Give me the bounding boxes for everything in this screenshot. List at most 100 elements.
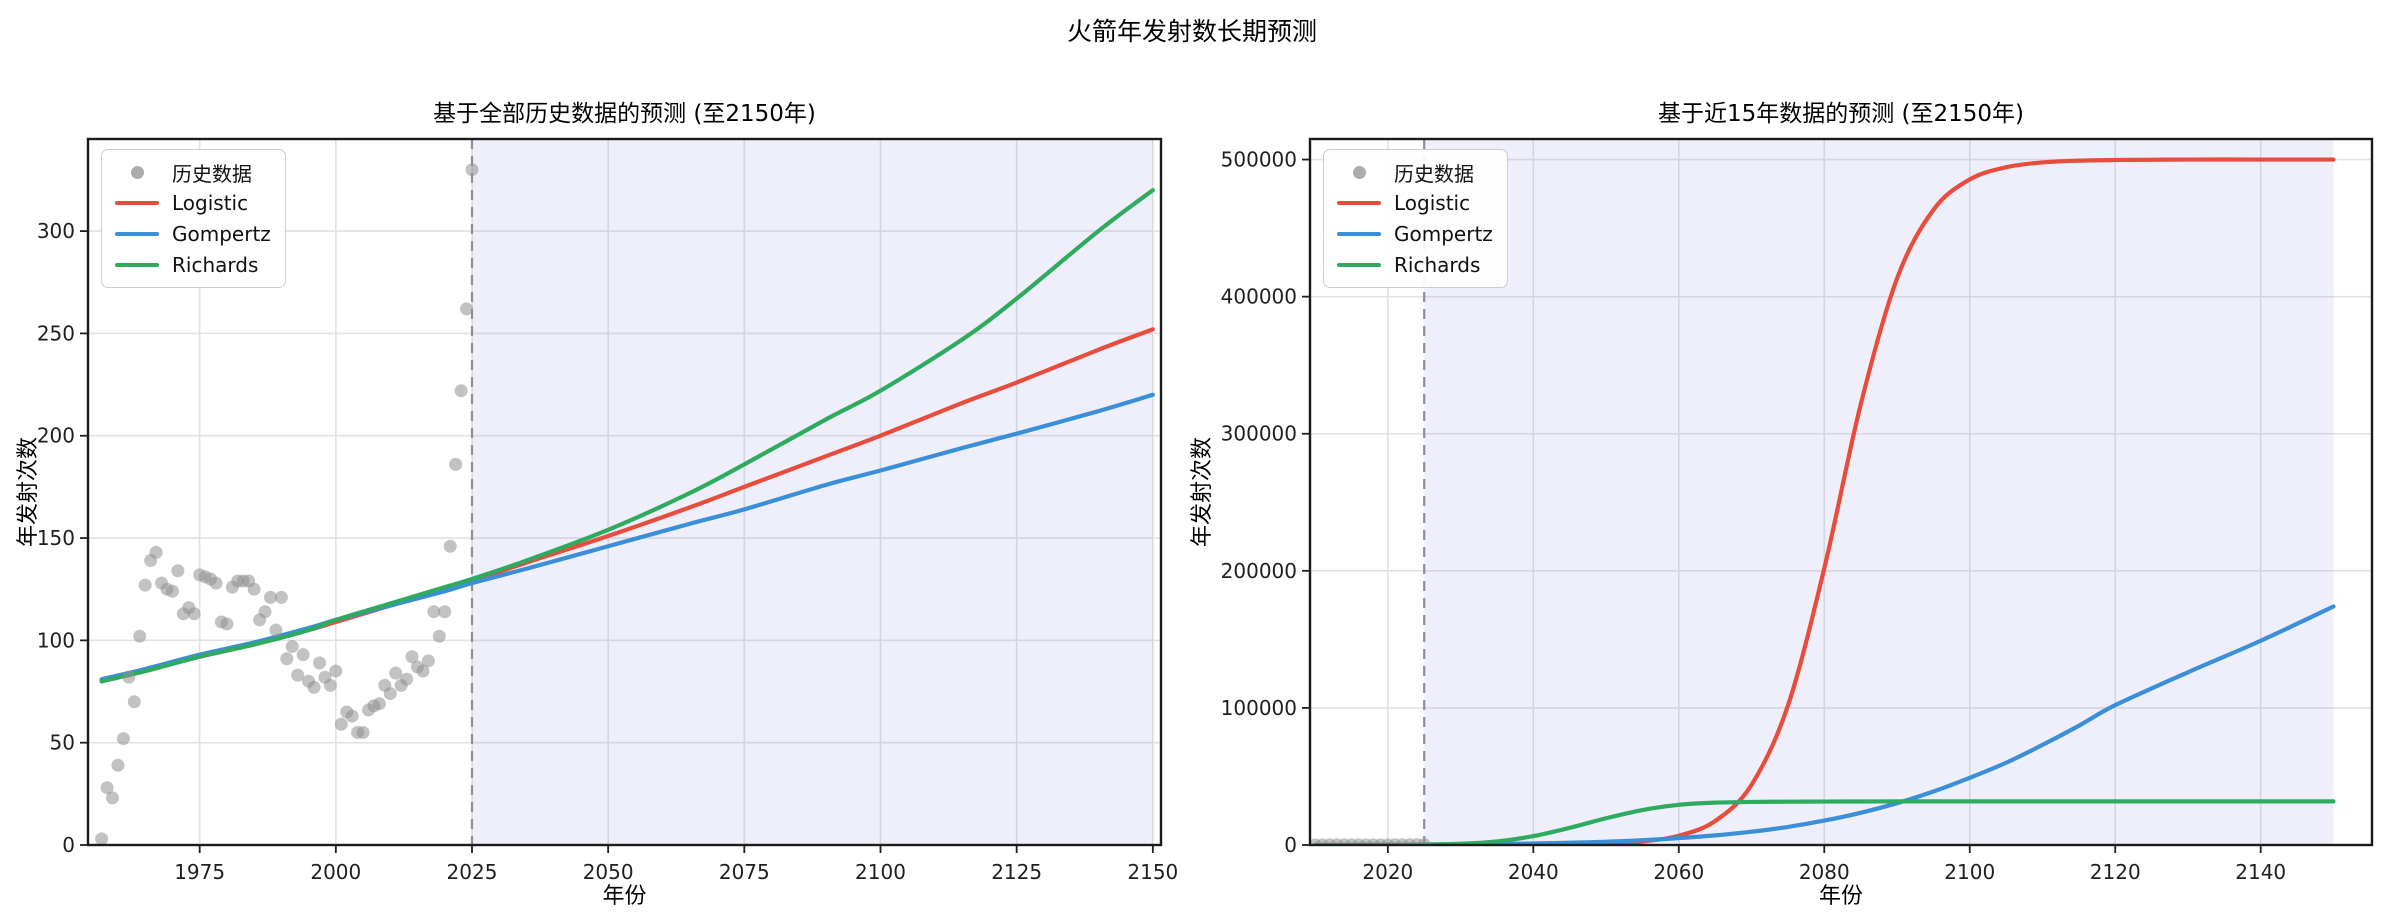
legend-item-richards: Richards	[1336, 251, 1493, 279]
right-y-axis-label: 年发射次数	[1190, 436, 1215, 548]
data-point	[285, 640, 299, 654]
gompertz-marker	[114, 231, 160, 237]
logistic-line-icon	[1337, 200, 1381, 206]
data-point	[345, 709, 359, 723]
legend-item-historical: 历史数据	[1336, 158, 1493, 186]
data-point	[334, 717, 348, 731]
right-chart-title: 基于近15年数据的预测 (至2150年)	[1657, 101, 2025, 127]
data-point	[438, 605, 452, 619]
data-point	[111, 758, 125, 772]
y-tick-label: 300000	[1221, 422, 1297, 446]
data-point	[269, 623, 283, 637]
data-point	[165, 584, 179, 598]
x-tick-label: 2000	[310, 860, 361, 884]
logistic-line-icon	[115, 200, 159, 206]
data-point	[405, 650, 419, 664]
data-point	[122, 670, 136, 684]
data-point	[432, 629, 446, 643]
y-tick-label: 0	[62, 833, 75, 857]
data-point	[454, 384, 468, 398]
richards-marker	[1336, 262, 1382, 268]
data-point	[116, 732, 130, 746]
x-tick-label: 2025	[447, 860, 498, 884]
richards-curve	[1312, 799, 2336, 845]
richards-marker	[114, 262, 160, 268]
figure-title: 火箭年发射数长期预测	[1066, 17, 1317, 46]
richards-line-icon	[115, 262, 159, 268]
legend-label-logistic: Logistic	[172, 191, 249, 215]
legend-label-historical: 历史数据	[172, 161, 252, 186]
x-tick-label: 1975	[174, 860, 225, 884]
historical-scatter	[1310, 838, 1431, 845]
legend-item-gompertz: Gompertz	[114, 220, 271, 248]
data-point	[106, 791, 120, 805]
y-tick-label: 300	[37, 219, 75, 243]
x-tick-label: 2100	[1944, 860, 1995, 884]
historical-marker	[1336, 165, 1382, 179]
legend-label-gompertz: Gompertz	[1394, 222, 1493, 246]
legend-item-logistic: Logistic	[114, 189, 271, 217]
data-point	[138, 578, 152, 592]
data-point	[209, 576, 223, 590]
data-point	[329, 664, 343, 678]
richards-curve	[99, 188, 1155, 684]
data-point	[187, 607, 201, 621]
left-x-axis-label: 年份	[602, 884, 647, 909]
data-point	[383, 687, 397, 701]
axes-frame	[1308, 137, 2374, 847]
y-tick-label: 250	[37, 321, 75, 345]
historical-marker	[114, 165, 160, 179]
legend-item-gompertz: Gompertz	[1336, 220, 1493, 248]
gompertz-line-icon	[115, 231, 159, 237]
historical-scatter	[95, 163, 479, 845]
y-tick-label: 200	[37, 424, 75, 448]
legend-label-richards: Richards	[172, 253, 259, 277]
data-point	[291, 668, 305, 682]
data-point	[171, 564, 185, 578]
logistic-marker	[1336, 200, 1382, 206]
data-point	[258, 605, 272, 619]
data-point	[263, 590, 277, 604]
left-legend: 历史数据 Logistic Gompertz Richards	[101, 149, 286, 288]
x-tick-label: 2040	[1508, 860, 1559, 884]
data-point	[372, 697, 386, 711]
y-tick-label: 150	[37, 526, 75, 550]
data-point	[323, 678, 337, 692]
legend-label-historical: 历史数据	[1394, 161, 1474, 186]
data-point	[296, 648, 310, 662]
data-point	[280, 652, 294, 666]
right-legend: 历史数据 Logistic Gompertz Richards	[1323, 149, 1508, 288]
tick-labels: 1975 2000 2025 2050 2075 2100 2125 2150 0 50 100 15…	[37, 219, 1178, 884]
data-point	[133, 629, 147, 643]
logistic-marker	[114, 200, 160, 206]
data-point	[95, 832, 109, 845]
y-tick-label: 400000	[1221, 285, 1297, 309]
y-tick-label: 200000	[1221, 559, 1297, 583]
data-point	[127, 695, 141, 709]
x-tick-label: 2020	[1362, 860, 1413, 884]
historical-dot-icon	[1352, 165, 1366, 179]
data-point	[1417, 838, 1431, 845]
axes-frame	[86, 137, 1163, 847]
gompertz-line-icon	[1337, 231, 1381, 237]
data-point	[465, 163, 479, 177]
legend-label-richards: Richards	[1394, 253, 1481, 277]
x-tick-label: 2080	[1799, 860, 1850, 884]
historical-dot-icon	[130, 165, 144, 179]
data-point	[307, 680, 321, 694]
data-point	[427, 605, 441, 619]
x-tick-label: 2050	[583, 860, 634, 884]
data-point	[389, 666, 403, 680]
left-y-axis-label: 年发射次数	[16, 436, 41, 548]
forecast-region	[1424, 139, 2334, 845]
data-point	[443, 539, 457, 553]
data-point	[220, 617, 234, 631]
data-point	[400, 672, 414, 686]
left-chart-title: 基于全部历史数据的预测 (至2150年)	[433, 101, 816, 127]
data-point	[247, 582, 261, 596]
legend-item-logistic: Logistic	[1336, 189, 1493, 217]
legend-label-logistic: Logistic	[1394, 191, 1471, 215]
legend-label-gompertz: Gompertz	[172, 222, 271, 246]
legend-item-historical: 历史数据	[114, 158, 271, 186]
